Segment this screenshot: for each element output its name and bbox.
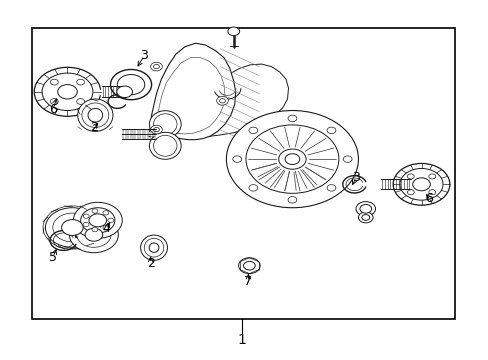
Ellipse shape [153, 135, 177, 156]
Circle shape [343, 156, 351, 162]
Circle shape [107, 218, 113, 222]
Circle shape [278, 149, 305, 169]
Circle shape [77, 79, 84, 85]
Text: 3: 3 [351, 171, 359, 184]
Circle shape [77, 99, 84, 104]
Circle shape [326, 185, 335, 191]
Ellipse shape [144, 238, 163, 257]
Circle shape [53, 213, 92, 242]
Circle shape [34, 67, 101, 116]
Polygon shape [155, 58, 224, 134]
Text: 6: 6 [49, 103, 57, 116]
Circle shape [219, 99, 225, 103]
Ellipse shape [141, 235, 167, 260]
Ellipse shape [88, 108, 102, 122]
Circle shape [77, 222, 111, 247]
Circle shape [428, 174, 435, 179]
Circle shape [428, 190, 435, 195]
Text: 3: 3 [140, 49, 148, 62]
Circle shape [326, 127, 335, 134]
Circle shape [412, 178, 429, 191]
Ellipse shape [82, 103, 108, 127]
Text: 2: 2 [146, 257, 154, 270]
Circle shape [117, 75, 144, 95]
Circle shape [102, 226, 108, 230]
Circle shape [61, 220, 83, 235]
Circle shape [110, 69, 151, 100]
Ellipse shape [149, 111, 181, 138]
Circle shape [238, 258, 260, 274]
Circle shape [153, 127, 159, 132]
Circle shape [50, 79, 58, 85]
Polygon shape [149, 43, 235, 140]
Circle shape [226, 111, 358, 208]
Text: 5: 5 [49, 251, 57, 264]
Circle shape [361, 215, 369, 220]
Circle shape [248, 127, 257, 134]
Circle shape [248, 185, 257, 191]
Ellipse shape [153, 114, 177, 135]
Circle shape [245, 125, 338, 193]
Circle shape [85, 228, 102, 241]
Ellipse shape [149, 243, 159, 252]
Circle shape [227, 27, 239, 36]
Text: 2: 2 [90, 121, 98, 134]
Circle shape [216, 96, 228, 105]
Circle shape [58, 85, 77, 99]
Circle shape [42, 73, 93, 111]
Circle shape [150, 125, 162, 134]
Ellipse shape [149, 132, 181, 159]
Circle shape [117, 86, 132, 98]
Text: 6: 6 [425, 192, 432, 205]
Circle shape [407, 174, 413, 179]
Circle shape [69, 217, 118, 253]
Circle shape [73, 202, 122, 238]
Circle shape [92, 228, 98, 232]
Circle shape [50, 99, 58, 104]
Circle shape [103, 211, 109, 215]
Circle shape [83, 222, 89, 226]
Circle shape [285, 154, 299, 165]
Circle shape [407, 190, 413, 195]
Circle shape [287, 197, 296, 203]
Circle shape [392, 163, 449, 205]
Circle shape [355, 202, 375, 216]
Ellipse shape [78, 99, 113, 131]
Circle shape [89, 214, 106, 227]
Circle shape [45, 208, 99, 247]
Circle shape [358, 212, 372, 223]
Circle shape [83, 214, 89, 218]
Text: 4: 4 [102, 222, 110, 235]
Circle shape [287, 115, 296, 122]
Circle shape [150, 62, 162, 71]
Circle shape [81, 208, 115, 233]
Text: 7: 7 [244, 275, 252, 288]
Polygon shape [205, 64, 288, 137]
Circle shape [359, 204, 371, 213]
Circle shape [399, 168, 442, 200]
Circle shape [92, 209, 98, 213]
Bar [32, 28, 454, 319]
Text: 1: 1 [237, 333, 246, 347]
Circle shape [153, 64, 159, 69]
Circle shape [232, 156, 241, 162]
Circle shape [243, 261, 255, 270]
